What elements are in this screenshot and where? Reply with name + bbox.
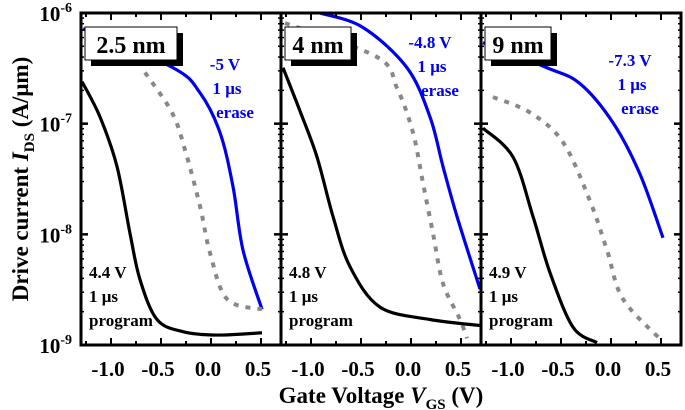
- panel-1-program-curve: [81, 80, 263, 337]
- panel-1-label: 2.5 nm: [96, 33, 165, 59]
- panel-2-label-box: [284, 26, 352, 61]
- panel-2-erase-annotation: 1 μs: [417, 57, 446, 76]
- x-tick-label: -0.5: [341, 357, 374, 381]
- panel-2-erase-annotation: erase: [421, 81, 459, 100]
- panel-3-erase-annotation: 1 μs: [617, 75, 646, 94]
- x-tick-label: -1.0: [291, 357, 324, 381]
- panel-3-program-annotation: 4.9 V: [489, 263, 527, 282]
- y-tick-label: 10-6: [39, 1, 72, 26]
- x-tick-label: 0.0: [595, 357, 621, 381]
- panel-1-initial-curve: [143, 71, 263, 312]
- panel-3-initial-curve: [492, 95, 665, 344]
- panel-3-erase-annotation: erase: [621, 99, 659, 118]
- x-tick-label: -0.5: [141, 357, 174, 381]
- panel-1-program-annotation: 4.4 V: [89, 263, 127, 282]
- x-tick-label: -1.0: [91, 357, 124, 381]
- axes-layer: -1.0 -0.5 0.0 0.5 -1.0 -0.5 0.0 0.5 -1.0 -0.5 0.0 0…: [39, 1, 683, 381]
- x-tick-label: -1.0: [491, 357, 524, 381]
- x-tick-label: 0.5: [645, 357, 671, 381]
- panel-2-erase-annotation: -4.8 V: [408, 33, 452, 52]
- panel-1-erase-annotation: 1 μs: [212, 79, 241, 98]
- panel-2-program-annotation: program: [289, 311, 353, 330]
- x-tick-label: 0.5: [445, 357, 471, 381]
- panel-3-frame: [479, 11, 683, 347]
- panel-1-program-annotation: program: [89, 311, 153, 330]
- y-tick-label: 10-7: [39, 112, 72, 137]
- y-axis-title: Drive current IDS (A/μm): [8, 57, 38, 302]
- panel-3-program-annotation: program: [489, 311, 553, 330]
- panel-2-label: 4 nm: [292, 33, 343, 59]
- x-tick-label: 0.0: [395, 357, 421, 381]
- panel-2-program-annotation: 1 μs: [289, 287, 318, 306]
- x-tick-label: 0.5: [245, 357, 271, 381]
- panel-3-label: 9 nm: [492, 33, 543, 59]
- y-tick-label: 10-9: [39, 333, 72, 358]
- x-tick-label: 0.0: [195, 357, 221, 381]
- panel-3-program-curve: [481, 126, 598, 345]
- panel-1-erase-annotation: -5 V: [210, 55, 241, 74]
- panel-3-erase-annotation: -7.3 V: [608, 51, 652, 70]
- annotations-layer: 2.5 nm -5 V 1 μs erase 4.4 V 1 μs program 4 nm -…: [84, 26, 659, 330]
- panel-3-label-box: [484, 26, 552, 61]
- panel-1-label-box: [84, 26, 178, 61]
- x-axis-title: Gate Voltage VGS (V): [279, 383, 484, 410]
- x-tick-label: -0.5: [541, 357, 574, 381]
- y-tick-label: 10-8: [39, 222, 72, 247]
- panel-3-erase-curve: [482, 41, 665, 239]
- panel-2-program-annotation: 4.8 V: [289, 263, 327, 282]
- panel-1-erase-annotation: erase: [216, 103, 254, 122]
- panel-3-program-annotation: 1 μs: [489, 287, 518, 306]
- panel-1-program-annotation: 1 μs: [89, 287, 118, 306]
- panel-2-program-curve: [281, 67, 481, 328]
